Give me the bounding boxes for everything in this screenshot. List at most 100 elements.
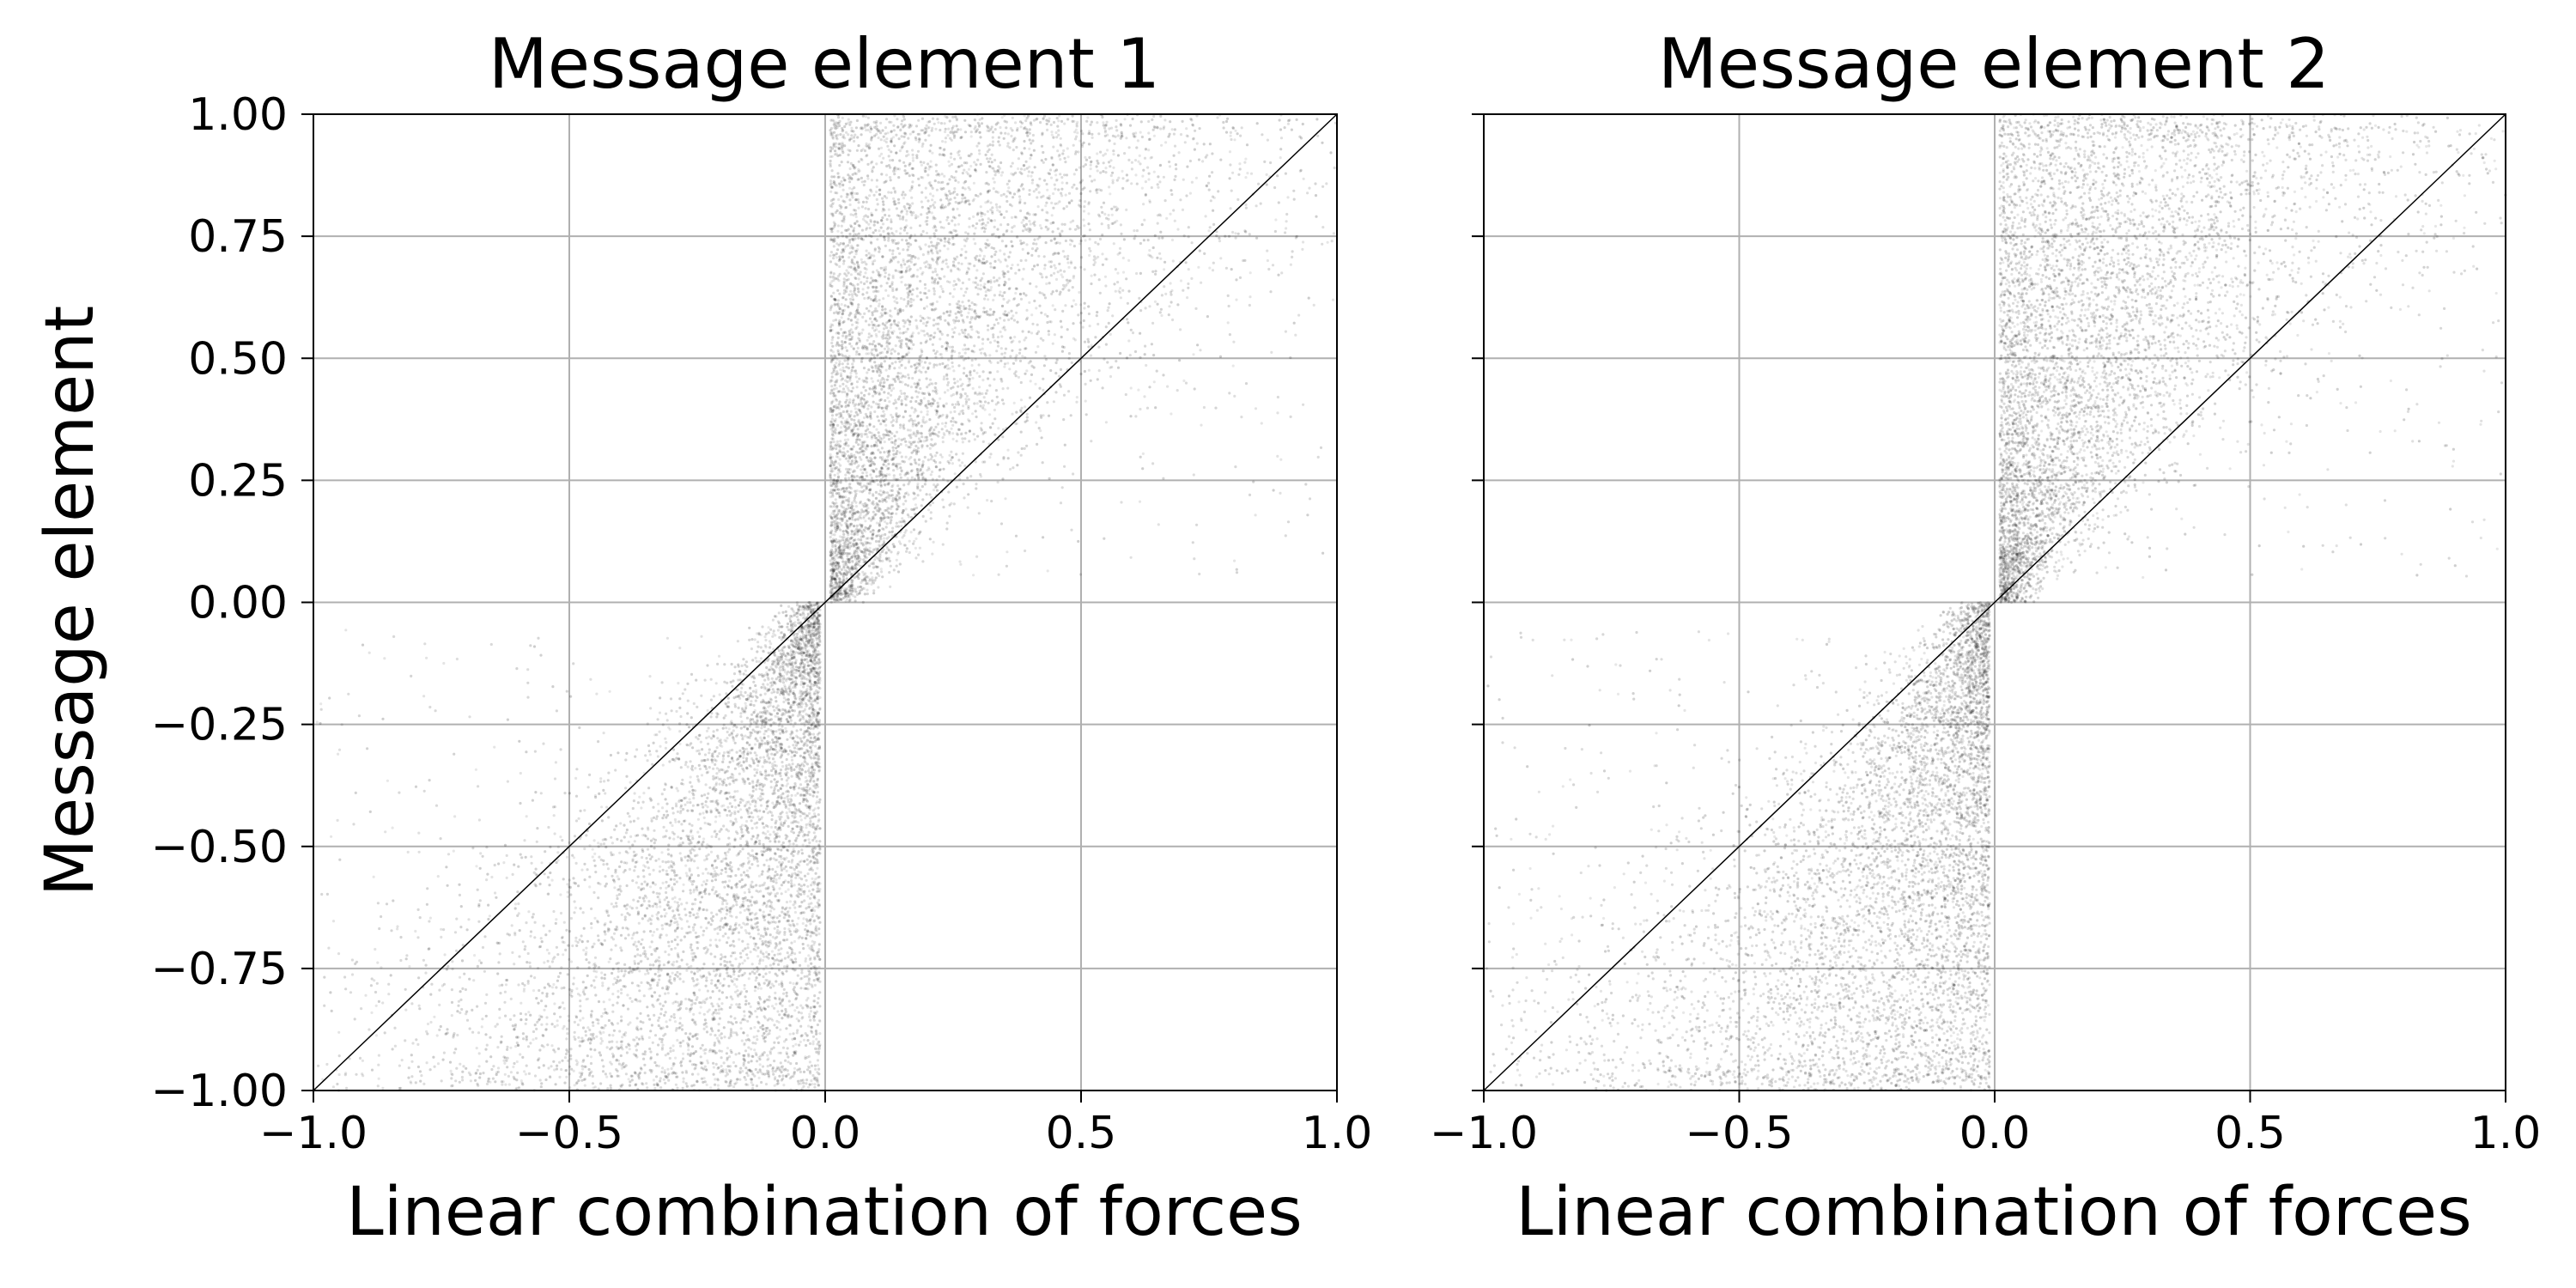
- scatter-point: [741, 848, 744, 851]
- scatter-point: [908, 189, 912, 192]
- scatter-point: [673, 1020, 677, 1024]
- scatter-point: [1204, 215, 1207, 218]
- scatter-point: [798, 951, 802, 954]
- scatter-point: [787, 927, 791, 931]
- scatter-point: [647, 1036, 651, 1039]
- scatter-point: [870, 241, 873, 245]
- scatter-point: [902, 118, 906, 121]
- scatter-point: [994, 203, 998, 206]
- scatter-point: [887, 164, 890, 167]
- scatter-point: [816, 702, 819, 705]
- scatter-point: [841, 234, 845, 238]
- scatter-point: [1109, 165, 1112, 168]
- scatter-point: [795, 639, 799, 643]
- scatter-point: [1019, 430, 1023, 434]
- scatter-point: [961, 440, 964, 444]
- scatter-point: [687, 1045, 690, 1048]
- scatter-point: [630, 937, 634, 940]
- scatter-point: [732, 723, 737, 727]
- scatter-point: [829, 199, 833, 203]
- scatter-point: [873, 434, 877, 437]
- scatter-point: [541, 991, 544, 995]
- scatter-point: [1078, 139, 1082, 143]
- scatter-point: [426, 1022, 430, 1026]
- scatter-point: [733, 767, 738, 770]
- scatter-point: [879, 234, 883, 237]
- scatter-point: [818, 1032, 822, 1036]
- scatter-point: [683, 803, 687, 806]
- scatter-point: [756, 864, 760, 867]
- scatter-point: [686, 699, 690, 702]
- scatter-point: [744, 1049, 748, 1053]
- scatter-point: [790, 681, 793, 685]
- scatter-point: [949, 137, 952, 140]
- scatter-point: [343, 975, 347, 979]
- scatter-point: [456, 1033, 459, 1037]
- scatter-point: [733, 810, 737, 813]
- scatter-point: [946, 134, 950, 137]
- scatter-point: [732, 1060, 736, 1064]
- scatter-point: [661, 1043, 665, 1047]
- scatter-point: [775, 935, 779, 939]
- scatter-point: [1289, 415, 1292, 418]
- scatter-point: [733, 799, 737, 802]
- scatter-point: [881, 197, 884, 200]
- scatter-point: [726, 1058, 729, 1061]
- scatter-point: [570, 1067, 574, 1071]
- scatter-point: [884, 307, 887, 311]
- scatter-point: [815, 967, 818, 970]
- scatter-point: [846, 507, 849, 510]
- scatter-point: [860, 228, 865, 232]
- scatter-point: [751, 789, 755, 793]
- scatter-point: [691, 902, 695, 906]
- scatter-point: [964, 231, 968, 234]
- scatter-point: [600, 971, 604, 975]
- scatter-point: [676, 901, 679, 904]
- scatter-point: [972, 237, 975, 241]
- scatter-point: [973, 118, 976, 121]
- scatter-point: [816, 791, 820, 794]
- scatter-point: [1158, 311, 1162, 314]
- scatter-point: [834, 420, 837, 423]
- scatter-point: [1042, 117, 1045, 121]
- scatter-point: [563, 792, 567, 795]
- scatter-point: [762, 863, 766, 867]
- scatter-point: [871, 580, 874, 584]
- scatter-point: [682, 807, 685, 811]
- scatter-point: [701, 884, 704, 887]
- scatter-point: [630, 981, 635, 985]
- scatter-point: [884, 434, 888, 437]
- scatter-point: [675, 960, 678, 963]
- scatter-point: [1082, 210, 1086, 213]
- scatter-point: [842, 573, 847, 576]
- scatter-point: [810, 908, 814, 912]
- scatter-point: [880, 570, 884, 574]
- scatter-point: [604, 933, 607, 936]
- scatter-point: [844, 122, 848, 125]
- scatter-point: [945, 521, 949, 525]
- scatter-point: [507, 1083, 511, 1086]
- scatter-point: [496, 1046, 500, 1049]
- scatter-point: [744, 669, 747, 672]
- scatter-point: [1049, 239, 1053, 242]
- scatter-point: [526, 1045, 531, 1048]
- scatter-point: [968, 307, 971, 311]
- scatter-point: [873, 249, 877, 252]
- scatter-point: [758, 809, 762, 812]
- scatter-point: [919, 247, 922, 251]
- scatter-point: [887, 155, 890, 158]
- scatter-point: [807, 844, 811, 848]
- scatter-point: [949, 155, 952, 159]
- scatter-point: [1006, 457, 1010, 460]
- scatter-point: [664, 950, 667, 954]
- scatter-point: [432, 1055, 435, 1059]
- scatter-point: [774, 721, 777, 725]
- scatter-point: [636, 801, 641, 805]
- scatter-point: [542, 924, 545, 927]
- scatter-point: [1123, 152, 1127, 155]
- scatter-point: [815, 914, 819, 918]
- scatter-point: [568, 1072, 571, 1076]
- scatter-point: [741, 939, 744, 943]
- scatter-point: [790, 879, 793, 883]
- scatter-point: [739, 1066, 743, 1070]
